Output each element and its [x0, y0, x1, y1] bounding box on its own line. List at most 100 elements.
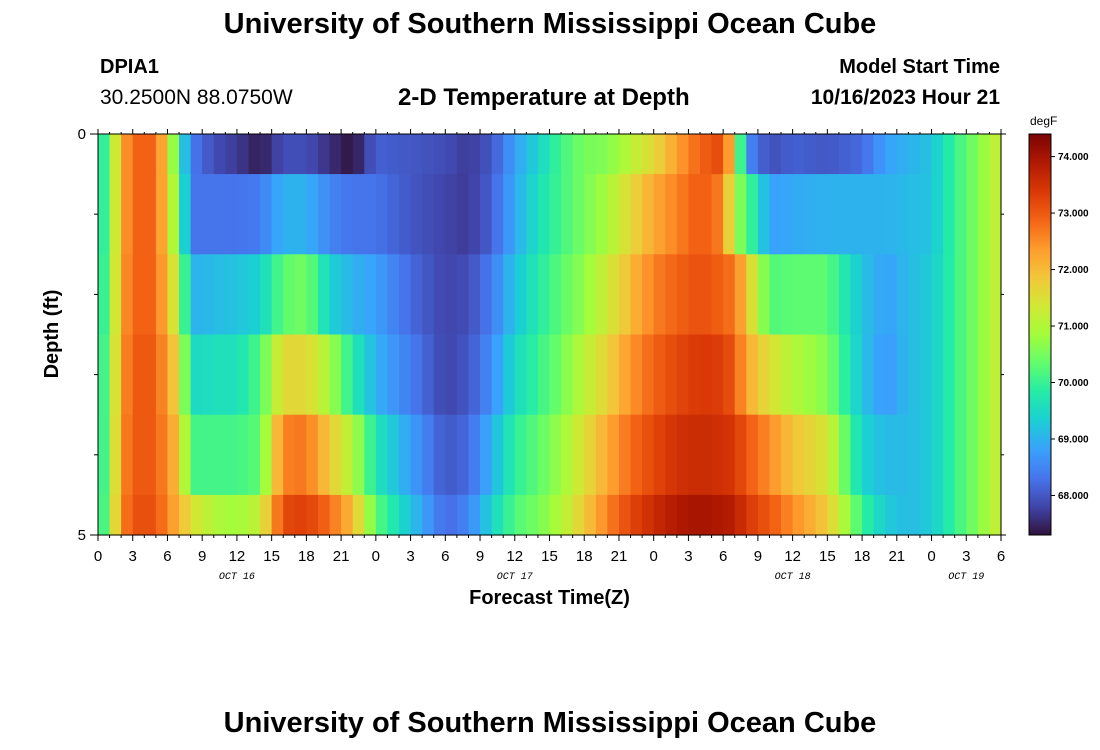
heatmap-cell: [642, 414, 655, 496]
heatmap-cell: [514, 494, 527, 536]
heatmap-cell: [306, 134, 319, 175]
heatmap-cell: [815, 334, 828, 416]
colorbar-tick-label: 70.000: [1058, 378, 1089, 389]
heatmap-cell: [260, 414, 273, 496]
heatmap-cell: [144, 334, 157, 416]
heatmap-cell: [480, 134, 493, 175]
heatmap-cell: [688, 174, 701, 255]
heatmap-cell: [954, 174, 967, 255]
heatmap-cell: [456, 414, 470, 496]
heatmap-cell: [561, 334, 574, 416]
colorbar-ticks: 68.000 69.000 70.000 71.000 72.000 73.000 74.0…: [1051, 152, 1089, 502]
heatmap-cell: [850, 414, 863, 496]
heatmap-cell: [109, 334, 122, 416]
heatmap-cell: [225, 494, 238, 536]
y-axis-label: Depth (ft): [41, 290, 63, 379]
x-tick-label: 3: [684, 548, 692, 565]
heatmap-cell: [815, 414, 828, 496]
heatmap-cell: [179, 334, 192, 416]
heatmap-cell: [387, 334, 400, 416]
heatmap-cell: [943, 174, 956, 255]
heatmap-cell: [862, 494, 875, 536]
heatmap-cell: [480, 174, 493, 255]
heatmap-cell: [456, 174, 470, 255]
heatmap-cell: [98, 254, 111, 336]
heatmap-cell: [225, 254, 238, 336]
heatmap-cell: [236, 414, 250, 496]
heatmap-cell: [317, 494, 331, 536]
heatmap-cell: [109, 414, 122, 496]
heatmap-cell: [850, 254, 863, 336]
heatmap-cell: [642, 494, 655, 536]
heatmap-cell: [109, 134, 122, 175]
heatmap-cell: [653, 174, 666, 255]
heatmap-cell: [190, 334, 203, 416]
heatmap-cell: [433, 494, 446, 536]
heatmap-cell: [734, 174, 747, 255]
x-tick-label: 0: [372, 548, 380, 565]
heatmap-cell: [804, 334, 817, 416]
heatmap-cell: [144, 414, 157, 496]
heatmap-cell: [179, 414, 192, 496]
heatmap-cell: [364, 134, 377, 175]
heatmap-cell: [294, 334, 307, 416]
heatmap-cell: [954, 134, 967, 175]
heatmap-cell: [294, 134, 307, 175]
heatmap-cell: [618, 334, 632, 416]
heatmap-cell: [700, 494, 713, 536]
heatmap-cell: [665, 334, 678, 416]
heatmap-cell: [746, 174, 759, 255]
heatmap-cell: [491, 174, 504, 255]
heatmap-cell: [306, 334, 319, 416]
heatmap-cell: [642, 254, 655, 336]
heatmap-cell: [480, 334, 493, 416]
heatmap-cell: [665, 254, 678, 336]
heatmap-cell: [919, 334, 933, 416]
heatmap-cell: [387, 254, 400, 336]
heatmap-cell: [317, 174, 331, 255]
heatmap-cell: [236, 334, 250, 416]
heatmap-cell: [225, 174, 238, 255]
heatmap-cell: [387, 414, 400, 496]
x-tick-label: 18: [854, 548, 871, 565]
heatmap-cell: [595, 494, 608, 536]
heatmap-cell: [190, 414, 203, 496]
heatmap-cell: [225, 134, 238, 175]
heatmap-cell: [989, 134, 1002, 175]
heatmap-cell: [399, 494, 412, 536]
heatmap-cell: [723, 134, 736, 175]
heatmap-cell: [526, 414, 539, 496]
heatmap-cell: [364, 174, 377, 255]
heatmap-cell: [202, 334, 215, 416]
heatmap-cell: [896, 134, 909, 175]
heatmap-cell: [954, 414, 967, 496]
heatmap-cell: [399, 134, 412, 175]
heatmap-cell: [190, 494, 203, 536]
heatmap-cell: [815, 174, 828, 255]
heatmap-cell: [607, 174, 620, 255]
x-tick-label: 3: [962, 548, 970, 565]
heatmap-cell: [873, 494, 886, 536]
heatmap-cell: [283, 334, 296, 416]
heatmap-cell: [190, 254, 203, 336]
heatmap-cell: [618, 134, 632, 175]
heatmap-cell: [618, 494, 632, 536]
heatmap-cell: [850, 494, 863, 536]
heatmap-cell: [607, 494, 620, 536]
heatmap-cell: [410, 254, 423, 336]
heatmap-cell: [781, 334, 794, 416]
heatmap-cell: [445, 334, 458, 416]
heatmap-cell: [943, 414, 956, 496]
y-tick-label: 5: [78, 527, 86, 544]
heatmap-cell: [225, 334, 238, 416]
heatmap-cell: [630, 254, 643, 336]
heatmap-cell: [943, 134, 956, 175]
heatmap-cell: [491, 414, 504, 496]
heatmap-cell: [734, 134, 747, 175]
heatmap-cell: [410, 134, 423, 175]
heatmap-cell: [931, 414, 944, 496]
heatmap-cell: [503, 174, 516, 255]
heatmap-cell: [815, 254, 828, 336]
heatmap-cell: [260, 494, 273, 536]
station-coords: 30.2500N 88.0750W: [100, 86, 293, 109]
